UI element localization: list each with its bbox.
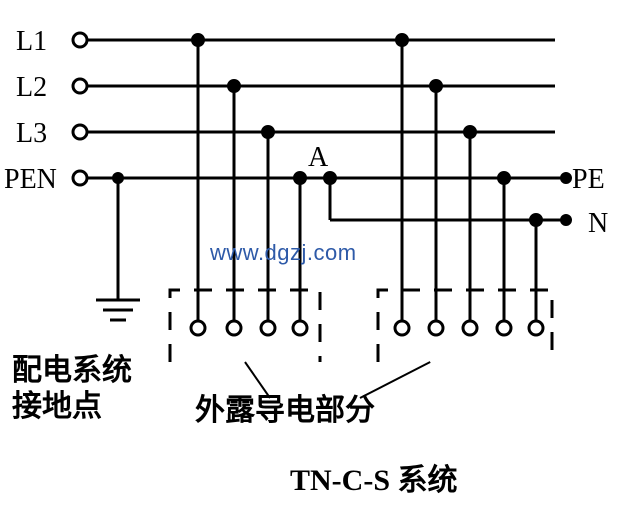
- svg-text:PE: PE: [572, 164, 605, 195]
- svg-text:接地点: 接地点: [12, 390, 102, 423]
- svg-text:L1: L1: [16, 26, 47, 57]
- svg-text:PEN: PEN: [4, 164, 57, 195]
- svg-text:N: N: [588, 208, 608, 239]
- svg-text:配电系统: 配电系统: [12, 353, 132, 387]
- svg-text:L2: L2: [16, 72, 47, 103]
- svg-text:L3: L3: [16, 118, 47, 149]
- svg-text:TN-C-S 系统: TN-C-S 系统: [290, 463, 458, 497]
- svg-text:外露导电部分: 外露导电部分: [195, 393, 375, 427]
- svg-text:A: A: [308, 142, 329, 173]
- tn-c-s-system-diagram: L1L2L3PENPENA配电系统接地点外露导电部分TN-C-S 系统www.d…: [0, 0, 632, 508]
- svg-text:www.dgzj.com: www.dgzj.com: [209, 240, 357, 265]
